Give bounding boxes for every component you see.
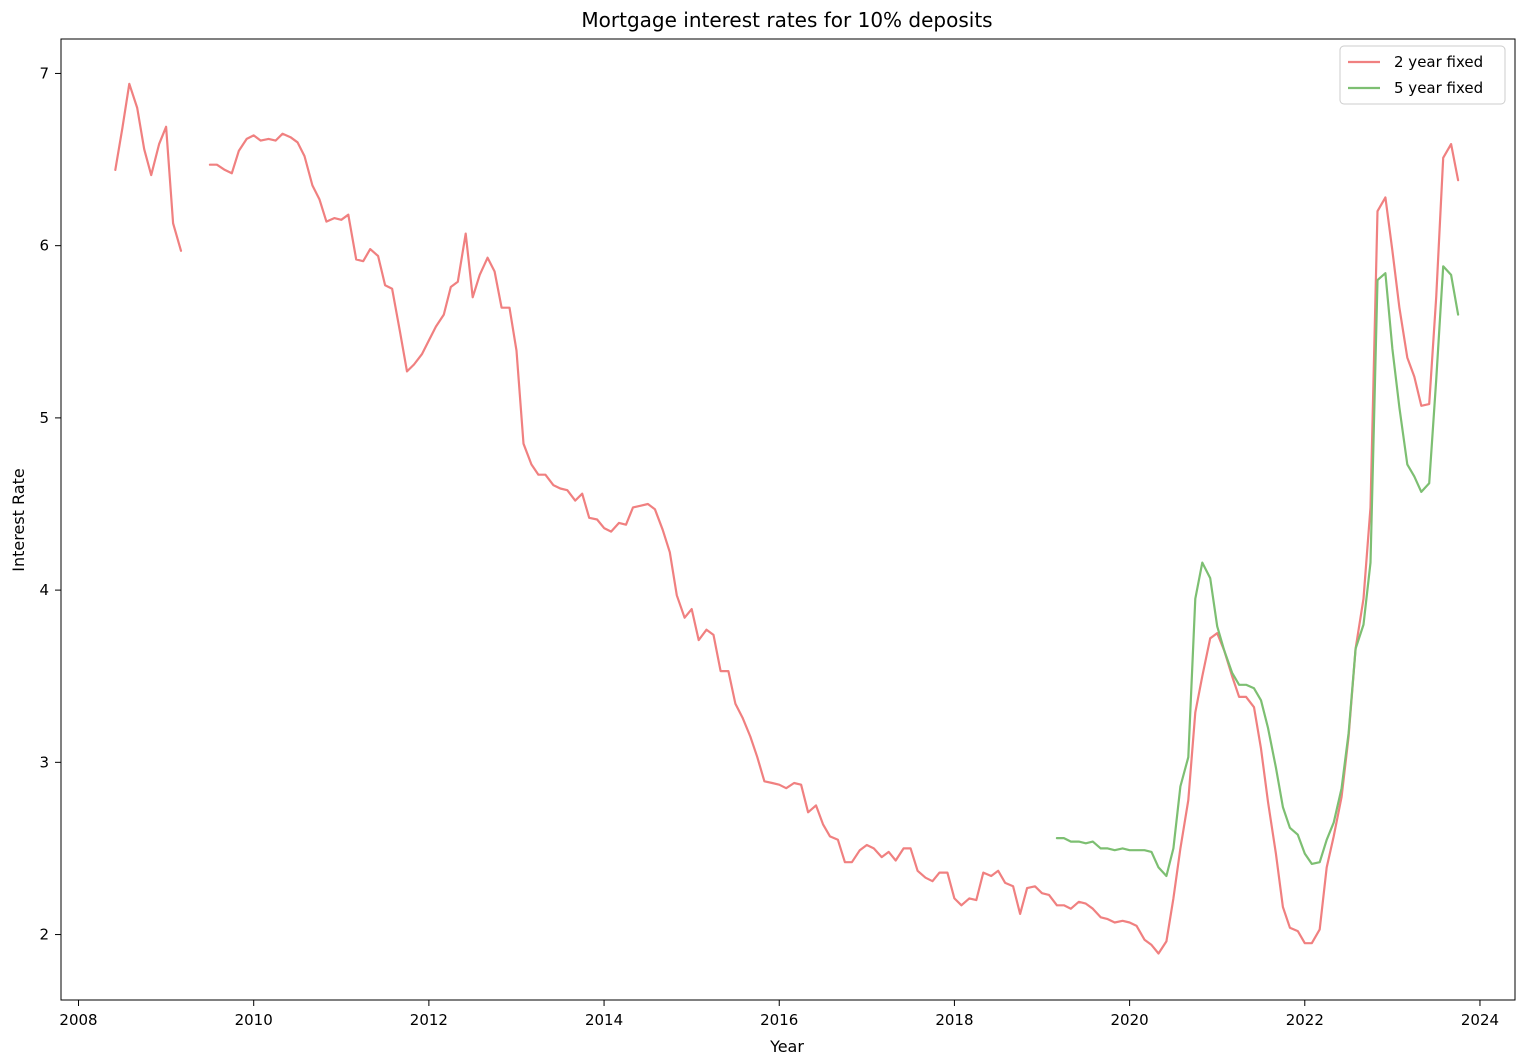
x-tick-label: 2020 [1111, 1011, 1149, 1029]
y-tick-label: 7 [39, 64, 49, 82]
chart-title: Mortgage interest rates for 10% deposits [581, 8, 992, 32]
x-tick-label: 2012 [410, 1011, 448, 1029]
y-tick-label: 4 [39, 581, 49, 599]
y-axis-ticks: 2 3 4 5 6 7 [39, 64, 61, 944]
series-line-2-year-fixed-segment-0 [114, 82, 183, 252]
x-axis-label: Year [769, 1037, 804, 1056]
series-line-5-year-fixed-segment-0 [1055, 265, 1460, 878]
y-tick-label: 2 [39, 926, 49, 944]
x-tick-label: 2016 [760, 1011, 798, 1029]
x-tick-label: 2024 [1461, 1011, 1499, 1029]
x-tick-label: 2008 [59, 1011, 97, 1029]
y-tick-label: 5 [39, 409, 49, 427]
series-line-2-year-fixed-segment-1 [208, 132, 1460, 955]
legend-label: 2 year fixed [1394, 53, 1483, 71]
x-tick-label: 2010 [235, 1011, 273, 1029]
x-tick-label: 2014 [585, 1011, 623, 1029]
x-tick-label: 2018 [935, 1011, 973, 1029]
legend-box [1339, 45, 1506, 105]
legend: 2 year fixed 5 year fixed [1339, 45, 1506, 105]
x-tick-label: 2022 [1286, 1011, 1324, 1029]
y-tick-label: 6 [39, 237, 49, 255]
legend-label: 5 year fixed [1394, 79, 1483, 97]
x-axis-ticks: 2008 2010 2012 2014 2016 2018 2020 2022 2024 [59, 1000, 1499, 1029]
series-layer [114, 82, 1460, 955]
y-tick-label: 3 [39, 753, 49, 771]
plot-area-frame [60, 38, 1516, 1001]
y-axis-label: Interest Rate [9, 468, 28, 571]
